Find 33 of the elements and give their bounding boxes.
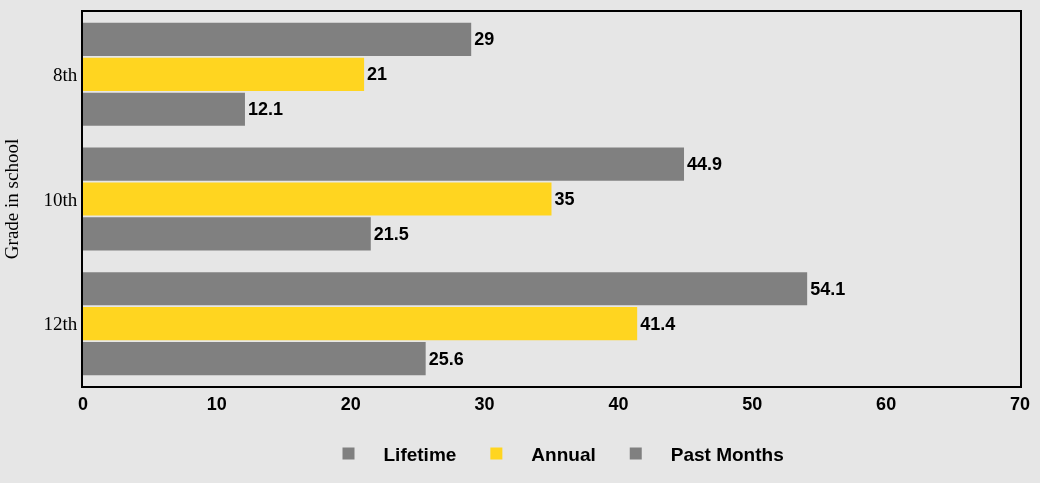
bar: [83, 147, 685, 181]
y-tick-label: 10th: [43, 188, 78, 210]
x-tick-label: 20: [340, 393, 361, 414]
bar: [83, 307, 638, 341]
legend-label: Past Months: [670, 443, 784, 465]
x-tick-label: 70: [1009, 393, 1031, 414]
y-axis-title: Grade in school: [0, 138, 22, 260]
bar: [83, 217, 371, 251]
y-tick-label: 12th: [43, 313, 78, 335]
x-tick-label: 10: [206, 393, 227, 414]
x-tick-label: 60: [876, 393, 897, 414]
x-tick-label: 50: [742, 393, 763, 414]
bar: [83, 272, 808, 306]
data-label: 29: [474, 29, 495, 50]
x-tick-label: 30: [474, 393, 495, 414]
bar: [83, 182, 552, 216]
data-label: 41.4: [640, 313, 676, 334]
x-tick-label: 0: [77, 393, 89, 414]
bar: [83, 341, 426, 376]
y-tick-label: 8th: [52, 63, 78, 85]
data-label: 54.1: [810, 278, 846, 299]
data-label: 35: [554, 189, 575, 209]
bar: [83, 22, 472, 57]
data-label: 21.5: [373, 223, 409, 244]
bar: [83, 57, 365, 91]
x-tick-label: 40: [608, 393, 629, 414]
data-label: 25.6: [428, 348, 464, 369]
data-label: 44.9: [687, 154, 723, 175]
data-label: 21: [367, 64, 388, 85]
legend-label: Lifetime: [383, 443, 457, 465]
legend-label: Annual: [531, 443, 596, 465]
bar: [83, 92, 245, 126]
data-label: 12.1: [247, 99, 284, 120]
